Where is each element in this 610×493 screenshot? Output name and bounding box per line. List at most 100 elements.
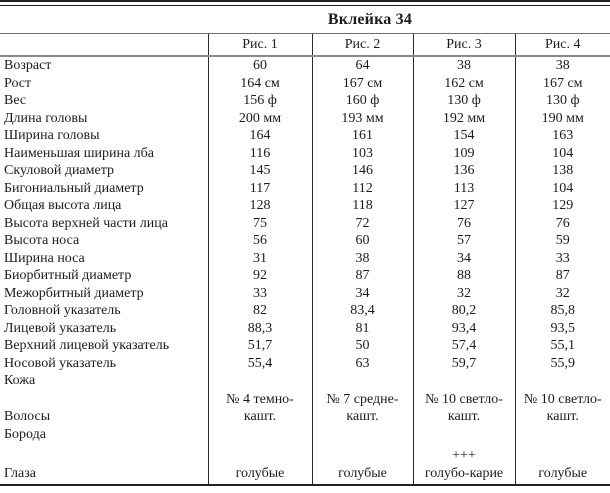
table-cell-col4: 59: [514, 232, 610, 250]
table-row: Ширина носа 31 38 34 33: [0, 249, 610, 267]
table-cell-col1: 56: [207, 232, 312, 250]
row-label: Длина головы: [4, 110, 88, 126]
table-cell-col4: [514, 425, 610, 443]
table-cell-col3: [412, 425, 515, 443]
table-cell-col2: 34: [311, 284, 413, 302]
table-cell-col3: 38: [412, 56, 515, 75]
table-cell-col2: [311, 425, 413, 443]
table-cell-col3: 57: [412, 232, 515, 250]
table-cell-col4: № 10 светло- кашт.: [514, 389, 610, 426]
table-row: Головной указатель 82 83,4 80,2 85,8: [0, 302, 610, 320]
table-cell-col3: 113: [412, 179, 515, 197]
table-cell-col2: 160 ф: [311, 92, 413, 110]
column-header-ris-2: Рис. 2: [311, 33, 413, 57]
table-cell-col3: 34: [412, 249, 515, 267]
table-cell-col1: голубые: [207, 443, 312, 486]
row-label: Головной указатель: [4, 303, 121, 318]
table-row: Наименьшая ширина лба 116 103 109 104: [0, 144, 610, 162]
table-row: Высота верхней части лица 75 72 76 76: [0, 214, 610, 232]
table-cell-col1: 31: [207, 249, 312, 267]
table-cell-col1: 116: [207, 144, 312, 162]
table-cell-col2: 83,4: [311, 302, 413, 320]
table-cell-col2: голубые: [311, 443, 413, 486]
column-header-ris-3: Рис. 3: [412, 33, 515, 57]
row-label: Ширина носа: [4, 250, 85, 266]
table-cell-col3: 162 см: [412, 74, 515, 92]
table-row: Высота носа 56 60 57 59: [0, 232, 610, 250]
table-cell-col3: 57,4: [412, 337, 515, 355]
row-label: Скуловой диаметр: [4, 163, 115, 178]
table-cell-col1: 60: [207, 56, 312, 75]
table-cell-col4: 55,1: [514, 337, 610, 355]
table-cell-col1: 156 ф: [207, 92, 312, 110]
table-cell-col2: 64: [311, 56, 413, 75]
table-cell-col4: 163: [514, 127, 610, 145]
table-cell-col3: 127: [412, 197, 515, 215]
table-cell-col4: голубые: [514, 443, 610, 486]
table-cell-col4: 129: [514, 197, 610, 215]
table-header: Рис. 1 Рис. 2 Рис. 3 Рис. 4: [0, 33, 610, 57]
table-cell-col4: 55,9: [514, 354, 610, 372]
table-cell-col1: 33: [207, 284, 312, 302]
table-cell-col4: 93,5: [514, 319, 610, 337]
table-cell-col2: 72: [311, 214, 413, 232]
row-label: Межорбитный диаметр: [4, 285, 144, 301]
table-cell-col3: +++ голубо-карие: [412, 443, 515, 486]
table-cell-col3: 76: [412, 214, 515, 232]
corner-cell: [0, 33, 208, 57]
table-title: Вклейка 34: [327, 11, 413, 28]
table-cell-col4: 32: [514, 284, 610, 302]
row-label: Возраст: [4, 58, 52, 73]
row-label: Вес: [4, 93, 27, 108]
table-cell-col3: 32: [412, 284, 515, 302]
table-cell-col3: 154: [412, 127, 515, 145]
row-label: Общая высота лица: [4, 198, 122, 213]
table-cell-col1: 51,7: [207, 337, 312, 355]
table-cell-col3: 130 ф: [412, 92, 515, 110]
table-cell-col2: 193 мм: [311, 109, 413, 127]
table-row: Общая высота лица 128 118 127 129: [0, 197, 610, 215]
table-cell-col1: 164 см: [207, 74, 312, 92]
table-cell-col1: 117: [207, 179, 312, 197]
table-cell-col2: 118: [311, 197, 413, 215]
table-cell-col2: 167 см: [311, 74, 413, 92]
table-row: Межорбитный диаметр 33 34 32 32: [0, 284, 610, 302]
table-row: Вес 156 ф 160 ф 130 ф 130 ф: [0, 92, 610, 110]
table-cell-col1: 92: [207, 267, 312, 285]
table-cell-col2: № 7 средне- кашт.: [311, 389, 413, 426]
table-cell-col4: 190 мм: [514, 109, 610, 127]
row-label: Волосы: [4, 409, 51, 424]
table-row: Ширина головы 164 161 154 163: [0, 127, 610, 145]
table-cell-col1: 128: [207, 197, 312, 215]
table-cell-col3: [412, 372, 515, 390]
table-cell-col1: 82: [207, 302, 312, 320]
table-cell-col1: 75: [207, 214, 312, 232]
row-label: Борода: [4, 426, 46, 442]
row-label: Высота носа: [4, 233, 80, 248]
row-label: Бигониальный диаметр: [4, 180, 144, 196]
table-cell-col3: 136: [412, 162, 515, 180]
table-cell-col4: 104: [514, 179, 610, 197]
row-label: Наименьшая ширина лба: [4, 145, 154, 161]
table-cell-col3: № 10 светло- кашт.: [412, 389, 515, 426]
table-cell-col2: 103: [311, 144, 413, 162]
table-cell-col3: 80,2: [412, 302, 515, 320]
table-cell-col4: 33: [514, 249, 610, 267]
row-label: Лицевой указатель: [4, 320, 117, 336]
row-label: Высота верхней части лица: [4, 215, 168, 231]
table-cell-col1: 164: [207, 127, 312, 145]
table-cell-col2: 63: [311, 354, 413, 372]
table-cell-col3: 93,4: [412, 319, 515, 337]
table-cell-col1: 88,3: [207, 319, 312, 337]
table-row: Бигониальный диаметр 117 112 113 104: [0, 179, 610, 197]
table-cell-col4: [514, 372, 610, 390]
table-row: Биорбитный диаметр 92 87 88 87: [0, 267, 610, 285]
header-row: Рис. 1 Рис. 2 Рис. 3 Рис. 4: [0, 33, 610, 57]
table-row: Длина головы 200 мм 193 мм 192 мм 190 мм: [0, 109, 610, 127]
top-double-rule: [0, 0, 610, 6]
table-cell-col3: 88: [412, 267, 515, 285]
row-label: Носовой указатель: [4, 355, 117, 371]
table-cell-col1: № 4 темно- кашт.: [207, 389, 312, 426]
row-label: Верхний лицевой указатель: [4, 338, 170, 353]
table-cell-col2: 161: [311, 127, 413, 145]
